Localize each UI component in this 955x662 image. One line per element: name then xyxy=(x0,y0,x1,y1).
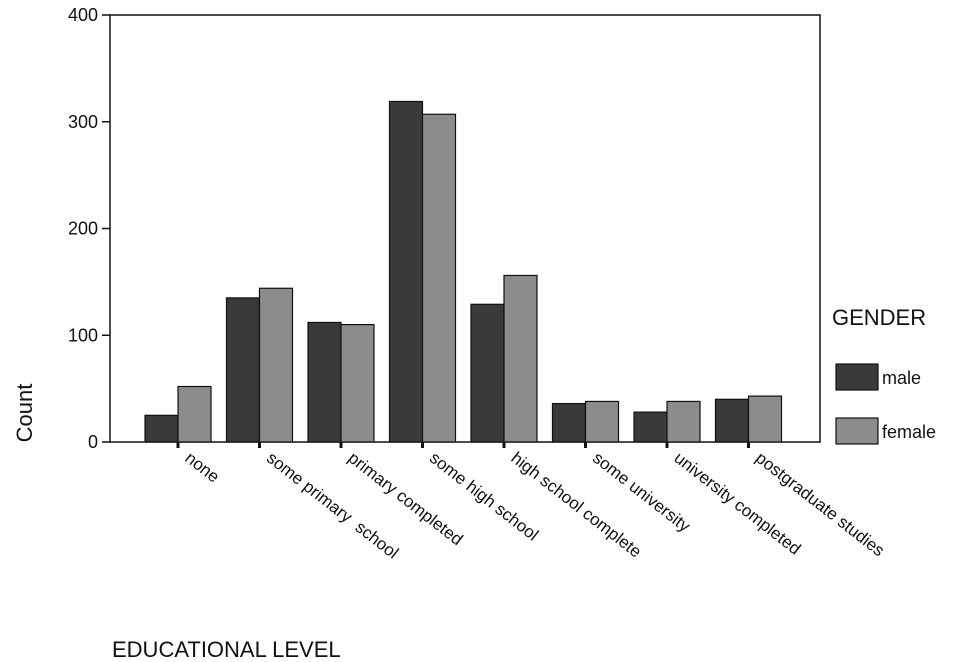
bar-female-3 xyxy=(340,323,375,443)
y-tick-label: 400 xyxy=(68,5,98,25)
legend-label-female: female xyxy=(882,422,936,442)
x-category-label: postgraduate studies xyxy=(752,448,888,560)
plot-area xyxy=(109,14,821,443)
bars xyxy=(144,100,783,443)
bar-male-1 xyxy=(144,414,179,443)
bar-female-2 xyxy=(258,287,294,443)
bar-female-4 xyxy=(421,113,457,443)
legend: GENDER male female xyxy=(832,305,936,445)
bar-female-5 xyxy=(503,274,538,443)
bar-male-3 xyxy=(307,321,342,443)
bar-male-4 xyxy=(388,100,424,443)
bar-female-8 xyxy=(747,395,783,443)
legend-title: GENDER xyxy=(832,305,926,330)
bar-male-2 xyxy=(225,297,261,443)
y-tick-label: 100 xyxy=(68,325,98,345)
y-axis-title: Count xyxy=(12,384,37,443)
bar-male-7 xyxy=(633,411,668,443)
bar-female-6 xyxy=(584,400,620,443)
x-category-label: some primary school xyxy=(263,448,402,562)
x-category-label: none xyxy=(182,448,224,486)
legend-swatch-male xyxy=(835,363,879,391)
bar-female-1 xyxy=(177,385,212,443)
bar-female-7 xyxy=(666,400,701,443)
plot-frame xyxy=(109,14,821,443)
legend-label-male: male xyxy=(882,368,921,388)
x-axis-title: EDUCATIONAL LEVEL xyxy=(112,637,341,662)
y-tick-label: 0 xyxy=(88,432,98,452)
y-axis: 0 100 200 300 400 xyxy=(68,5,110,452)
bar-male-5 xyxy=(470,303,505,443)
bar-male-6 xyxy=(551,402,587,443)
y-tick-label: 300 xyxy=(68,112,98,132)
x-category-label: high school complete xyxy=(508,448,646,561)
legend-swatch-female xyxy=(835,417,879,445)
y-tick-label: 200 xyxy=(68,219,98,239)
bar-male-8 xyxy=(714,398,750,443)
